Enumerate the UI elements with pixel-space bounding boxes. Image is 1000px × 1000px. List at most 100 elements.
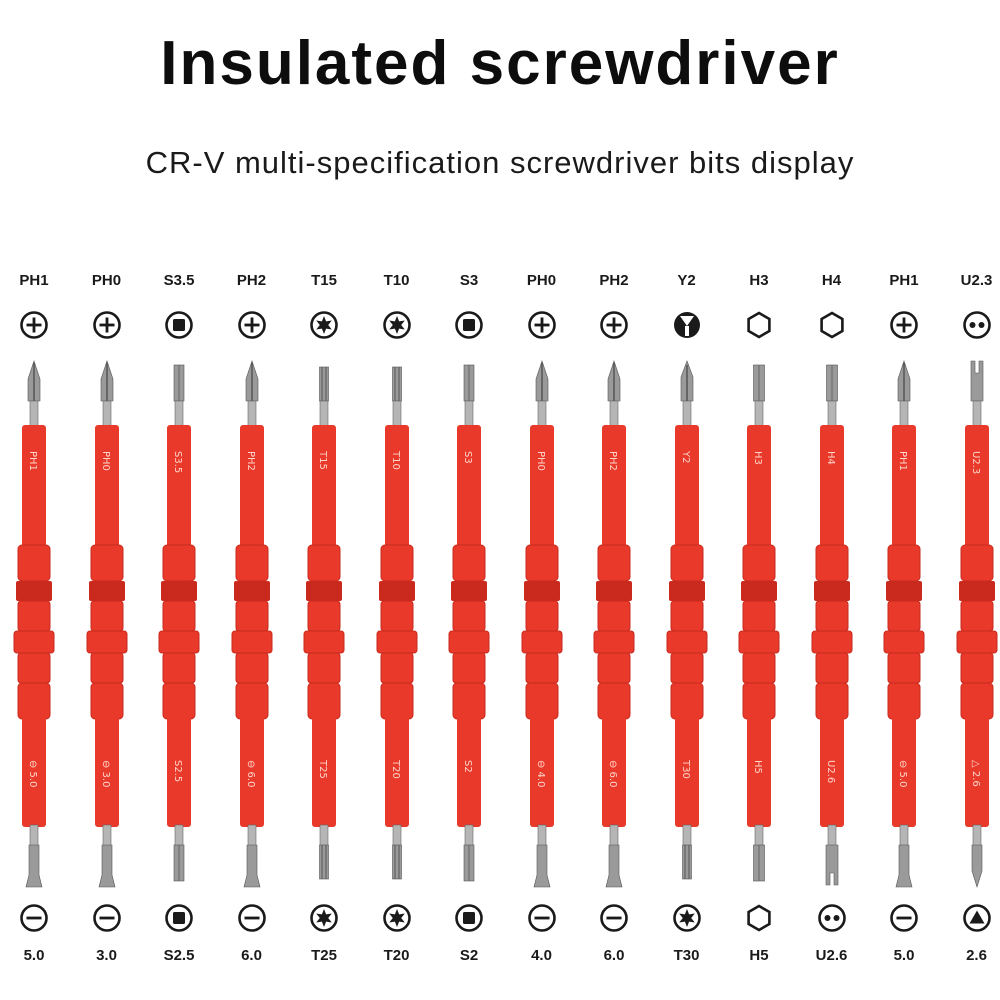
double-ended-bit: PH1 ⊖ 5.0 [883, 360, 925, 888]
double-ended-bit: PH2 ⊖ 6.0 [593, 360, 635, 888]
square-icon [454, 903, 484, 933]
bit-top-etching: S3.5 [172, 451, 183, 473]
bit-top-size-label: PH1 [19, 272, 49, 289]
bit-top-size-label: T15 [311, 272, 337, 289]
bit-top-size-label: PH2 [236, 272, 267, 289]
slotted-icon [237, 903, 267, 933]
square-icon [454, 310, 484, 340]
bit-top-etching: T10 [390, 450, 401, 470]
bit-top-size-label: H4 [821, 272, 842, 289]
slotted-icon [92, 903, 122, 933]
bit-bottom-etching: △ 2.6 [970, 760, 981, 787]
bit-column: PH2 PH2 ⊖ 6.0 6.0 [579, 0, 649, 1000]
bit-top-etching: PH0 [535, 451, 546, 471]
double-ended-bit: PH1 ⊖ 5.0 [13, 360, 55, 888]
bit-column: PH1 PH1 ⊖ 5.0 5.0 [0, 0, 69, 1000]
slotted-icon [527, 903, 557, 933]
bit-top-etching: PH0 [100, 451, 111, 471]
slotted-icon [599, 903, 629, 933]
bit-bottom-etching: T25 [317, 759, 328, 779]
bit-column: H3 H3 H5 H5 [724, 0, 794, 1000]
bit-bottom-etching: S2.5 [172, 760, 183, 782]
bit-top-etching: H3 [752, 451, 763, 465]
bit-top-size-label: PH2 [599, 272, 629, 289]
bit-bottom-etching: T30 [680, 759, 691, 779]
bit-top-size-label: T10 [383, 272, 410, 289]
square-icon [164, 310, 194, 340]
hex-icon [744, 903, 774, 933]
bit-bottom-etching: ⊖ 3.0 [100, 760, 111, 787]
bit-column: S3 S3 S2 S2 [434, 0, 504, 1000]
bit-column: PH0 PH0 ⊖ 4.0 4.0 [507, 0, 577, 1000]
bit-bottom-etching: ⊖ 5.0 [897, 760, 908, 787]
double-ended-bit: U2.3 △ 2.6 [956, 360, 997, 889]
bit-bottom-size-label: U2.6 [815, 947, 848, 964]
double-ended-bit: PH0 ⊖ 4.0 [521, 360, 562, 888]
bit-bottom-size-label: T20 [383, 947, 410, 964]
bit-bottom-size-label: 2.6 [966, 947, 987, 964]
bit-bottom-size-label: S2.5 [163, 947, 195, 964]
torx-icon [672, 903, 702, 933]
double-ended-bit: PH2 ⊖ 6.0 [231, 360, 272, 888]
bit-top-etching: S3 [462, 451, 473, 464]
bit-column: U2.3 U2.3 △ 2.6 2.6 [942, 0, 1000, 1000]
bit-column: PH2 PH2 ⊖ 6.0 6.0 [217, 0, 287, 1000]
bit-top-etching: PH1 [27, 451, 38, 471]
bit-top-etching: PH2 [607, 451, 618, 471]
bit-bottom-size-label: 6.0 [603, 947, 625, 964]
page-title: Insulated screwdriver [160, 29, 840, 98]
bit-bottom-etching: ⊖ 4.0 [535, 760, 546, 787]
torx-icon [382, 310, 412, 340]
hex-icon [817, 310, 847, 340]
torx-icon [382, 903, 412, 933]
bit-top-etching: PH2 [245, 451, 256, 471]
bit-bottom-etching: T20 [390, 759, 401, 779]
bit-top-etching: T15 [317, 450, 328, 470]
bit-top-etching: H4 [825, 451, 836, 465]
bit-top-size-label: Y2 [677, 272, 696, 289]
bit-bottom-size-label: 5.0 [893, 947, 915, 964]
bit-top-size-label: S3.5 [163, 272, 195, 289]
bit-bottom-size-label: S2 [459, 947, 479, 964]
bit-bottom-size-label: T30 [673, 947, 700, 964]
triangle-icon [962, 903, 992, 933]
bit-column: S3.5 S3.5 S2.5 S2.5 [144, 0, 214, 1000]
bit-top-size-label: U2.3 [960, 272, 993, 289]
bit-top-etching: Y2 [680, 450, 691, 463]
bit-bottom-size-label: 3.0 [96, 947, 117, 964]
phillips-icon [889, 310, 919, 340]
bit-column: T15 T15 T25 T25 [289, 0, 359, 1000]
bit-bottom-size-label: H5 [749, 947, 769, 964]
bit-bottom-etching: ⊖ 5.0 [27, 760, 38, 787]
double-ended-bit: PH0 ⊖ 3.0 [86, 360, 127, 888]
double-ended-bit: T15 T25 [303, 366, 345, 880]
bit-column: PH1 PH1 ⊖ 5.0 5.0 [869, 0, 939, 1000]
bit-bottom-size-label: 5.0 [23, 947, 45, 964]
bit-column: H4 H4 U2.6 U2.6 [797, 0, 867, 1000]
bit-bottom-size-label: T25 [311, 947, 337, 964]
torx-icon [309, 310, 339, 340]
bit-column: Y2 Y2 T30 T30 [652, 0, 722, 1000]
bit-bottom-etching: H5 [752, 760, 763, 774]
bit-bottom-etching: ⊖ 6.0 [245, 760, 256, 787]
bit-top-etching: PH1 [897, 451, 908, 471]
bit-top-size-label: S3 [459, 272, 479, 289]
torx-icon [309, 903, 339, 933]
double-ended-bit: Y2 T30 [666, 360, 707, 880]
page-subtitle: CR-V multi-specification screwdriver bit… [145, 145, 855, 180]
bit-top-size-label: PH1 [889, 272, 919, 289]
bit-top-etching: U2.3 [970, 451, 981, 474]
bit-top-size-label: PH0 [526, 272, 557, 289]
double-ended-bit: T10 T20 [376, 366, 417, 880]
bit-bottom-etching: ⊖ 6.0 [607, 760, 618, 787]
double-ended-bit: H3 H5 [738, 364, 780, 882]
phillips-icon [599, 310, 629, 340]
slotted-icon [19, 903, 49, 933]
bit-bottom-size-label: 4.0 [531, 947, 552, 964]
bit-bottom-etching: U2.6 [825, 760, 836, 783]
phillips-icon [527, 310, 557, 340]
spanner-icon [962, 310, 992, 340]
square-icon [164, 903, 194, 933]
bit-bottom-etching: S2 [462, 760, 473, 773]
